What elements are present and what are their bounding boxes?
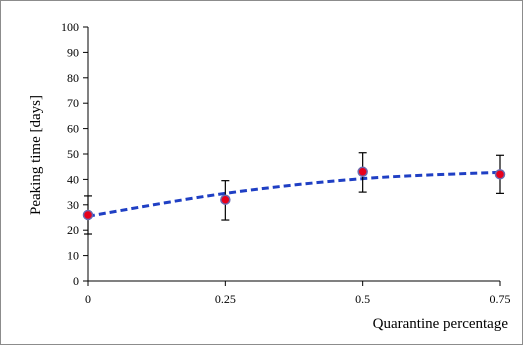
- data-point: [82, 209, 94, 221]
- data-points: [82, 166, 506, 221]
- x-tick-label: 0: [85, 292, 91, 306]
- y-tick-label: 70: [67, 96, 79, 110]
- y-tick-label: 0: [73, 274, 79, 288]
- error-bars: [84, 152, 504, 235]
- data-point: [357, 166, 368, 178]
- y-axis-label: Peaking time [days]: [28, 95, 44, 215]
- y-tick-label: 60: [67, 122, 79, 136]
- y-tick-label: 80: [67, 71, 79, 85]
- axes: [87, 27, 500, 282]
- y-tick-label: 40: [67, 172, 79, 186]
- y-tick-label: 90: [67, 45, 79, 59]
- data-point: [220, 194, 231, 205]
- trendline-group: [87, 170, 501, 218]
- x-tick-label: 0.25: [215, 292, 236, 306]
- y-tick-label: 10: [67, 249, 79, 263]
- trendline: [87, 170, 501, 218]
- y-ticks: 0 10 20 30 40 50 60 70 80 90 100: [61, 20, 88, 288]
- data-point: [494, 169, 506, 180]
- x-axis-label: Quarantine percentage: [373, 316, 509, 332]
- x-ticks: 0 0.25 0.5 0.75: [85, 281, 511, 306]
- y-tick-label: 30: [67, 198, 79, 212]
- x-tick-label: 0.5: [355, 292, 370, 306]
- y-tick-label: 20: [67, 223, 79, 237]
- y-tick-label: 50: [67, 147, 79, 161]
- y-tick-label: 100: [61, 20, 79, 34]
- x-tick-label: 0.75: [490, 292, 511, 306]
